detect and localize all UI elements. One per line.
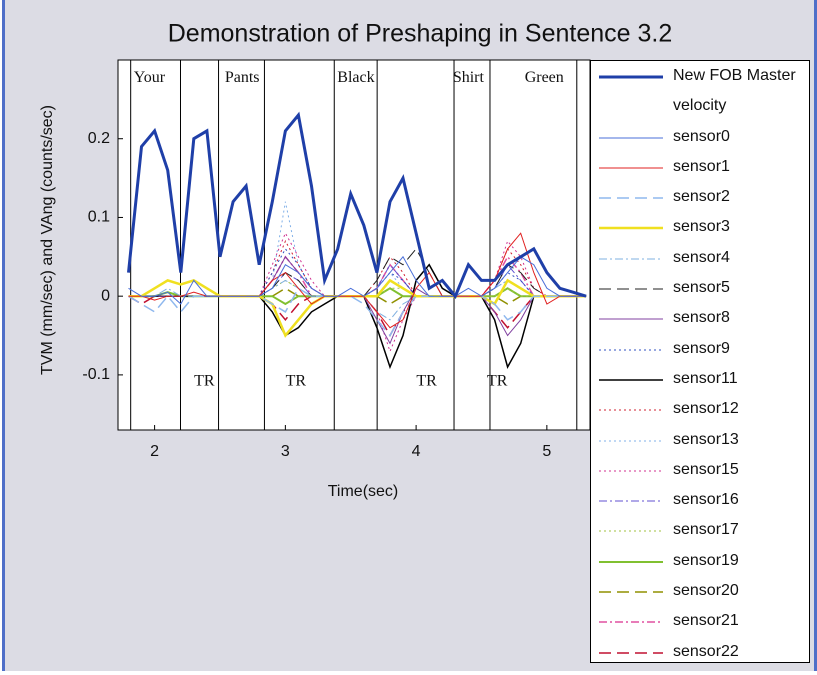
legend-swatch bbox=[599, 500, 663, 502]
annotation: Your bbox=[134, 69, 166, 86]
y-tick-label: 0 bbox=[101, 287, 110, 304]
legend-label: sensor8 bbox=[673, 309, 730, 327]
legend-swatch bbox=[599, 288, 663, 290]
legend-swatch bbox=[599, 621, 663, 624]
chart-title: Demonstration of Preshaping in Sentence … bbox=[168, 20, 672, 48]
annotation: TR bbox=[194, 373, 215, 390]
legend-swatch bbox=[599, 167, 663, 169]
legend-label: sensor5 bbox=[673, 279, 730, 297]
legend-label: sensor21 bbox=[673, 612, 739, 630]
legend-swatch bbox=[599, 75, 663, 79]
legend-entry: sensor21 bbox=[591, 606, 809, 636]
legend-entry: sensor22 bbox=[591, 637, 809, 667]
legend-entry: sensor16 bbox=[591, 485, 809, 515]
legend-swatch bbox=[599, 379, 663, 381]
plot-area bbox=[118, 60, 590, 430]
legend-swatch bbox=[599, 409, 663, 411]
legend-entry: sensor19 bbox=[591, 546, 809, 576]
legend-swatch bbox=[599, 227, 663, 230]
legend-label: sensor22 bbox=[673, 642, 739, 660]
legend-entry: sensor4 bbox=[591, 243, 809, 273]
annotation: Pants bbox=[225, 69, 260, 86]
legend-label: sensor2 bbox=[673, 188, 730, 206]
x-tick-label: 4 bbox=[412, 443, 421, 460]
legend-entry: sensor12 bbox=[591, 394, 809, 424]
legend-swatch bbox=[599, 530, 663, 532]
legend-entry: New FOB Master velocity bbox=[591, 61, 809, 122]
legend-swatch bbox=[599, 470, 663, 472]
legend-swatch bbox=[599, 318, 663, 320]
legend-entry: sensor13 bbox=[591, 425, 809, 455]
annotation: Green bbox=[525, 69, 564, 86]
legend-label: sensor1 bbox=[673, 157, 730, 175]
x-tick-label: 3 bbox=[281, 443, 290, 460]
legend-label: sensor16 bbox=[673, 491, 739, 509]
y-axis-label: TVM (mm/sec) and VAng (counts/sec) bbox=[39, 105, 56, 375]
annotation: Black bbox=[337, 69, 374, 86]
legend-label: sensor12 bbox=[673, 400, 739, 418]
legend-label: sensor20 bbox=[673, 582, 739, 600]
legend-entry: sensor17 bbox=[591, 515, 809, 545]
legend-label: sensor15 bbox=[673, 460, 739, 478]
legend-entry: sensor2 bbox=[591, 182, 809, 212]
series-line bbox=[128, 287, 587, 337]
legend-entry: sensor15 bbox=[591, 455, 809, 485]
y-tick-label: 0.1 bbox=[88, 209, 110, 226]
legend-entry: sensor9 bbox=[591, 334, 809, 364]
series-line bbox=[128, 232, 587, 329]
y-tick-label: -0.1 bbox=[82, 366, 110, 383]
series-line bbox=[127, 111, 587, 300]
legend-label: sensor0 bbox=[673, 127, 730, 145]
x-tick-label: 5 bbox=[542, 443, 551, 460]
legend: New FOB Master velocity sensor0 sensor1 sen… bbox=[590, 60, 810, 663]
legend-entry: sensor11 bbox=[591, 364, 809, 394]
series-line bbox=[128, 255, 587, 305]
legend-entry: sensor20 bbox=[591, 576, 809, 606]
legend-entry: sensor5 bbox=[591, 273, 809, 303]
legend-label: sensor19 bbox=[673, 551, 739, 569]
legend-swatch bbox=[599, 591, 663, 593]
y-tick-label: 0.2 bbox=[88, 130, 110, 147]
legend-label: New FOB Master velocity bbox=[673, 67, 796, 115]
legend-swatch bbox=[599, 651, 663, 654]
legend-entry: sensor1 bbox=[591, 152, 809, 182]
legend-swatch bbox=[599, 440, 663, 442]
x-axis-label: Time(sec) bbox=[328, 483, 399, 500]
legend-label: sensor13 bbox=[673, 430, 739, 448]
annotation: TR bbox=[286, 373, 307, 390]
legend-swatch bbox=[599, 137, 663, 139]
annotation: Shirt bbox=[453, 69, 485, 86]
legend-label: sensor3 bbox=[673, 218, 730, 236]
legend-swatch bbox=[599, 349, 663, 351]
annotation: TR bbox=[487, 373, 508, 390]
x-tick-label: 2 bbox=[150, 443, 159, 460]
legend-label: sensor17 bbox=[673, 521, 739, 539]
legend-entry: sensor0 bbox=[591, 122, 809, 152]
legend-swatch bbox=[599, 258, 663, 260]
legend-label: sensor4 bbox=[673, 248, 730, 266]
legend-swatch bbox=[599, 197, 663, 199]
legend-swatch bbox=[599, 560, 663, 563]
legend-entry: sensor3 bbox=[591, 212, 809, 242]
legend-label: sensor9 bbox=[673, 339, 730, 357]
legend-entry: sensor8 bbox=[591, 303, 809, 333]
annotation: TR bbox=[416, 373, 437, 390]
legend-label: sensor11 bbox=[673, 369, 738, 387]
